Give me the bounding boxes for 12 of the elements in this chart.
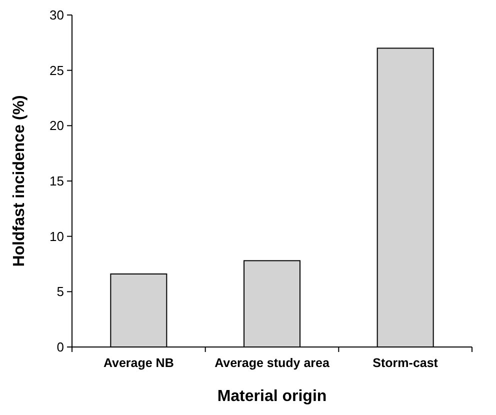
y-axis-title: Holdfast incidence (%) xyxy=(11,95,28,267)
y-tick-label: 25 xyxy=(50,62,64,78)
y-tick-label: 30 xyxy=(50,8,64,23)
x-tick-label: Storm-cast xyxy=(372,356,439,370)
y-tick-label: 0 xyxy=(56,340,64,355)
y-tick-label: 5 xyxy=(56,284,64,300)
y-tick-label: 15 xyxy=(50,174,64,189)
x-tick-label: Average study area xyxy=(214,356,330,370)
y-tick-label: 20 xyxy=(50,118,64,134)
y-tick-label: 10 xyxy=(50,228,64,244)
x-tick-label: Average NB xyxy=(103,356,174,370)
x-axis-title: Material origin xyxy=(217,388,327,405)
